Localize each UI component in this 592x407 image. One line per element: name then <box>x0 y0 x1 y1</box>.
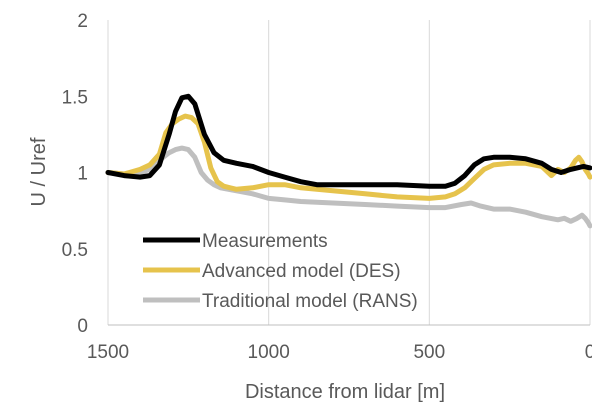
y-tick-label: 1 <box>77 164 88 185</box>
legend-label: Measurements <box>202 231 328 252</box>
x-axis-title: Distance from lidar [m] <box>245 381 445 403</box>
x-tick-label: 0 <box>585 342 592 363</box>
x-tick-label: 1500 <box>87 342 129 363</box>
legend: Measurements Advanced model (DES) Traditio… <box>143 231 418 312</box>
y-tick-label: 1.5 <box>62 87 88 108</box>
x-tick-label: 1000 <box>248 342 290 363</box>
x-tick-label: 500 <box>413 342 445 363</box>
legend-label: Advanced model (DES) <box>202 261 401 282</box>
tick-labels: 0 0.5 1 1.5 2 1500 1000 500 0 <box>62 11 592 363</box>
y-tick-label: 2 <box>77 11 88 32</box>
series-line-0 <box>105 93 592 189</box>
legend-label: Traditional model (RANS) <box>202 291 418 312</box>
series-lines <box>105 93 592 229</box>
series-line-2 <box>105 145 592 229</box>
y-axis-title: U / Uref <box>28 137 50 206</box>
y-tick-label: 0 <box>77 316 88 337</box>
y-tick-label: 0.5 <box>62 240 88 261</box>
gridlines <box>107 20 591 326</box>
